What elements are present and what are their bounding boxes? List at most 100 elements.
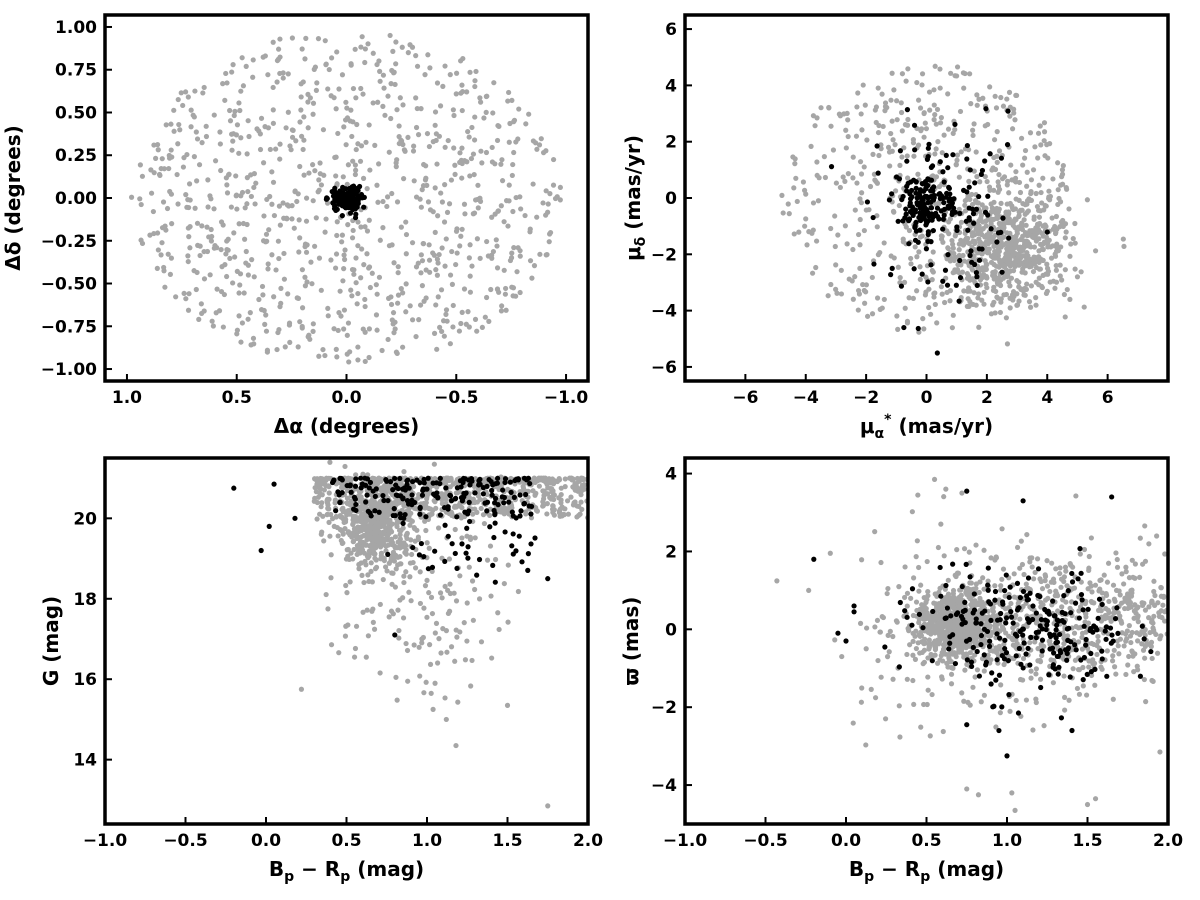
field-point [224, 80, 230, 86]
field-point [901, 279, 908, 285]
field-point [1050, 243, 1056, 249]
field-point [270, 179, 277, 185]
field-point [413, 53, 419, 59]
field-point [447, 72, 453, 78]
field-point [377, 478, 383, 484]
field-point [197, 243, 203, 249]
field-point [230, 62, 236, 68]
member-point [323, 196, 329, 202]
member-point [947, 196, 953, 202]
member-point [886, 197, 893, 203]
field-point [405, 50, 411, 56]
field-point [956, 247, 962, 253]
member-point [523, 491, 529, 498]
field-point [429, 610, 436, 617]
member-point [418, 540, 425, 547]
member-point [912, 237, 919, 243]
field-point [957, 254, 963, 260]
field-point [1032, 569, 1038, 576]
field-point [547, 229, 554, 236]
member-point [949, 200, 955, 206]
field-point [1026, 260, 1032, 266]
field-point [467, 289, 473, 295]
field-point [346, 359, 352, 365]
y-tick-label: −2 [651, 245, 677, 265]
field-point [411, 178, 417, 184]
field-point [969, 265, 975, 272]
field-point [281, 215, 287, 221]
field-point [409, 44, 416, 50]
field-point [332, 500, 338, 506]
member-point [966, 217, 972, 223]
field-point [971, 290, 977, 296]
field-point [407, 574, 413, 580]
field-point [931, 102, 937, 108]
field-point [914, 79, 920, 86]
field-point [464, 638, 470, 644]
member-point [545, 576, 551, 582]
field-point [550, 182, 557, 188]
field-point [400, 102, 406, 108]
field-point [529, 275, 535, 281]
field-point [167, 271, 173, 277]
field-point [804, 242, 810, 248]
field-point [343, 142, 349, 148]
field-point [925, 588, 931, 595]
field-point [1074, 685, 1081, 692]
field-point [416, 317, 422, 323]
field-point [347, 501, 353, 507]
field-point [360, 175, 367, 181]
field-point [581, 482, 587, 488]
field-point [814, 115, 820, 121]
field-point [1064, 186, 1070, 192]
field-point [358, 44, 364, 50]
member-point [353, 507, 359, 514]
field-point [348, 61, 354, 67]
field-point [966, 178, 972, 184]
field-point [181, 290, 187, 297]
field-point [437, 324, 443, 330]
field-point [320, 477, 326, 483]
field-point [961, 85, 967, 91]
field-point [1072, 266, 1078, 272]
field-point [498, 203, 504, 209]
field-point [1041, 138, 1047, 144]
member-point [402, 511, 408, 518]
field-point [374, 61, 380, 68]
field-point [842, 223, 848, 229]
field-point [484, 238, 490, 245]
field-point [1024, 250, 1030, 256]
field-point [440, 492, 446, 498]
field-point [265, 266, 271, 272]
member-point [983, 106, 989, 112]
field-point [979, 297, 985, 303]
field-point [992, 93, 998, 99]
x-tick-label: 1.5 [492, 831, 522, 851]
field-point [337, 288, 343, 294]
field-point [359, 246, 365, 252]
field-point [271, 294, 277, 300]
field-point [461, 201, 468, 207]
field-point [490, 110, 496, 116]
field-point [1010, 297, 1016, 303]
field-point [558, 485, 564, 491]
field-point [390, 611, 396, 617]
field-point [838, 267, 844, 273]
field-point [422, 583, 429, 589]
field-point [333, 346, 339, 352]
field-point [474, 236, 480, 242]
field-point [506, 198, 512, 204]
field-point [187, 245, 193, 251]
field-point [443, 496, 449, 502]
member-point [417, 504, 423, 510]
field-point [277, 141, 283, 147]
field-point [357, 495, 363, 502]
field-point [401, 579, 407, 586]
field-point [296, 249, 302, 255]
field-point [899, 128, 905, 134]
field-point [229, 69, 235, 75]
field-point [878, 146, 884, 152]
field-point [349, 133, 355, 140]
field-point [312, 64, 318, 70]
field-point [435, 213, 441, 219]
